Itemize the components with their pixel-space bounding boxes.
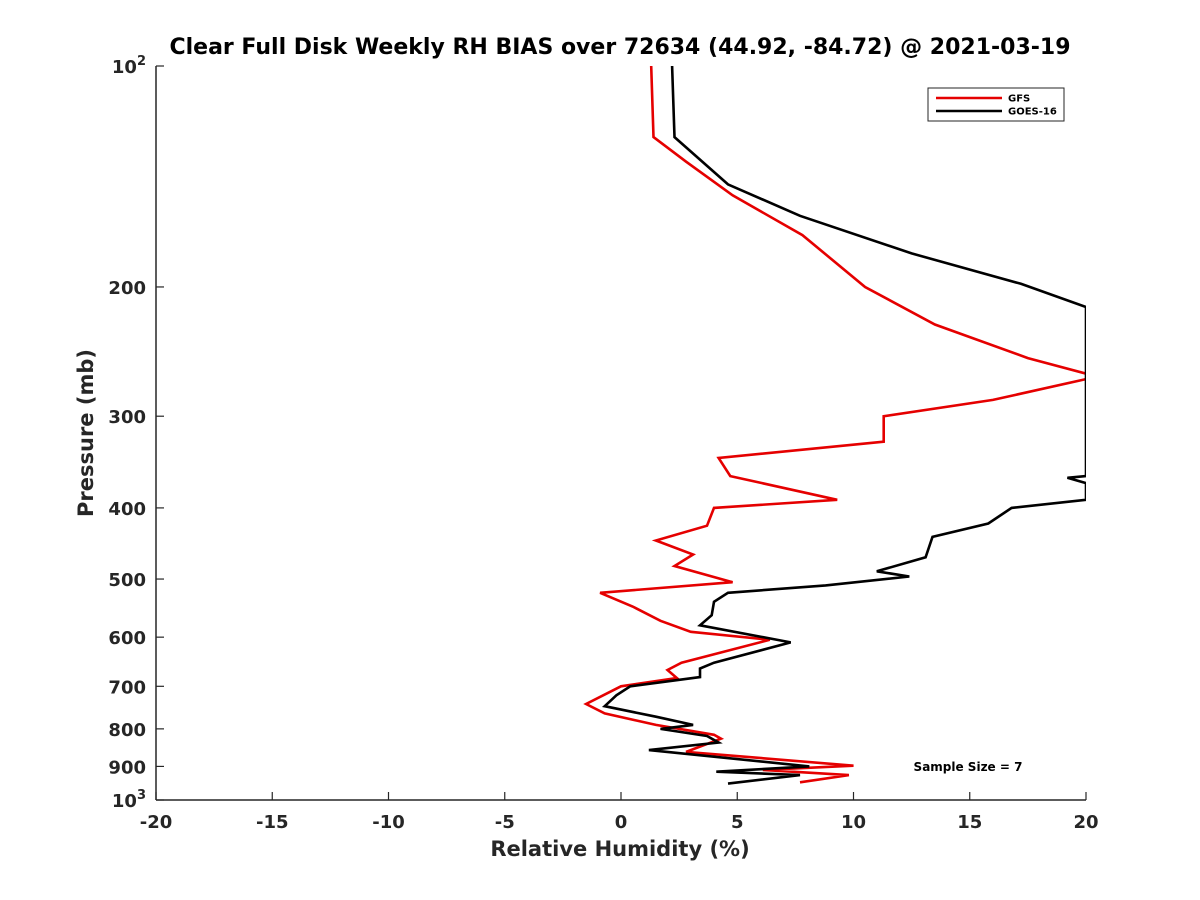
series-line-gfs — [583, 65, 1086, 784]
x-tick-label: 15 — [957, 812, 982, 833]
sample-size-annotation: Sample Size = 7 — [914, 760, 1023, 774]
x-tick-label: 5 — [731, 812, 744, 833]
y-tick-label: 900 — [108, 757, 146, 778]
x-tick-label: 10 — [841, 812, 866, 833]
y-tick-label: 400 — [108, 499, 146, 520]
x-tick-label: 20 — [1073, 812, 1098, 833]
y-tick-label: 600 — [108, 628, 146, 649]
y-tick-label: 700 — [108, 677, 146, 698]
y-tick-label: 300 — [108, 407, 146, 428]
y-tick-label: 200 — [108, 278, 146, 299]
legend-box — [927, 87, 1065, 122]
legend-label: GFS — [1008, 94, 1030, 105]
series-line-goes-16 — [601, 65, 1086, 785]
y-tick-label: 800 — [108, 720, 146, 741]
legend-label: GOES-16 — [1008, 107, 1057, 118]
y-tick-label: 103 — [112, 788, 146, 812]
x-tick-label: 0 — [615, 812, 628, 833]
x-tick-label: -10 — [372, 812, 405, 833]
x-tick-label: -5 — [495, 812, 515, 833]
chart-title: Clear Full Disk Weekly RH BIAS over 7263… — [169, 35, 1070, 60]
y-axis-ticks: 102 200 300 400 500 600 700 800 900 103 — [108, 54, 164, 812]
legend: GFS GOES-16 — [927, 87, 1065, 122]
y-axis-label: Pressure (mb) — [74, 349, 98, 517]
x-tick-label: -20 — [140, 812, 173, 833]
y-tick-label: 500 — [108, 570, 146, 591]
x-axis-ticks: -20 -15 -10 -5 0 5 10 15 20 — [140, 792, 1099, 833]
x-axis-label: Relative Humidity (%) — [490, 837, 749, 861]
plot-area — [155, 65, 1086, 801]
y-tick-label: 102 — [112, 54, 146, 78]
x-tick-label: -15 — [256, 812, 289, 833]
